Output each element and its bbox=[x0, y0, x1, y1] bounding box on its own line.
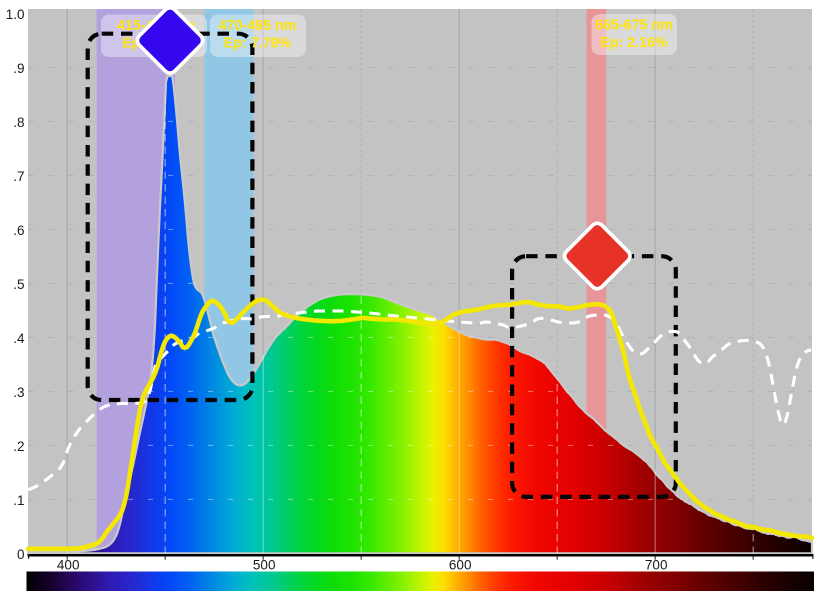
svg-text:665-675 nm: 665-675 nm bbox=[595, 18, 673, 34]
svg-text:0: 0 bbox=[17, 547, 25, 562]
svg-text:470-495 nm: 470-495 nm bbox=[219, 18, 297, 34]
svg-text:700: 700 bbox=[645, 558, 668, 573]
svg-text:.8: .8 bbox=[13, 115, 24, 130]
svg-text:400: 400 bbox=[57, 558, 80, 573]
svg-text:.4: .4 bbox=[13, 331, 25, 346]
svg-text:1.0: 1.0 bbox=[6, 7, 25, 22]
svg-text:.3: .3 bbox=[13, 385, 24, 400]
svg-text:.5: .5 bbox=[13, 277, 24, 292]
svg-text:600: 600 bbox=[449, 558, 472, 573]
svg-text:500: 500 bbox=[253, 558, 276, 573]
svg-text:.7: .7 bbox=[13, 169, 24, 184]
svg-text:Ep: 2.16%: Ep: 2.16% bbox=[600, 35, 668, 51]
svg-text:.1: .1 bbox=[13, 493, 24, 508]
svg-text:Ep: 7.79%: Ep: 7.79% bbox=[224, 36, 292, 52]
svg-text:.2: .2 bbox=[13, 439, 24, 454]
svg-text:.9: .9 bbox=[13, 61, 24, 76]
svg-text:.6: .6 bbox=[13, 223, 24, 238]
